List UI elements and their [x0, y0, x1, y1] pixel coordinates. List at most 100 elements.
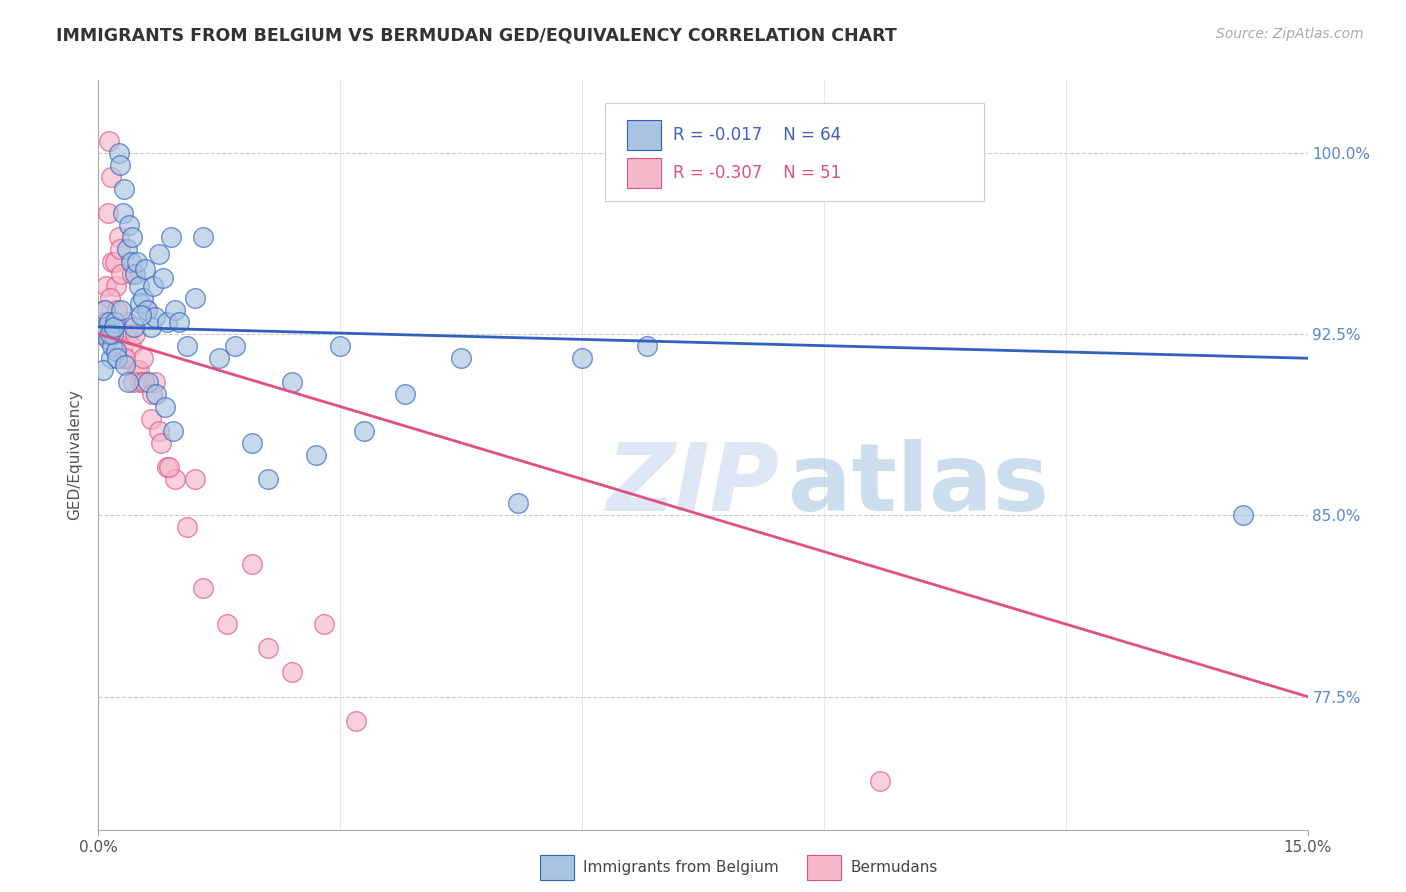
Y-axis label: GED/Equivalency: GED/Equivalency [67, 390, 83, 520]
Point [152, 271, 174, 285]
Point [91, 327, 114, 342]
Point [129, 308, 152, 322]
Point [112, 182, 135, 196]
Point [134, 376, 156, 390]
Point [105, 351, 128, 366]
Text: Immigrants from Belgium: Immigrants from Belgium [583, 861, 779, 875]
Point [97, 134, 120, 148]
Point [114, 351, 136, 366]
Point [143, 310, 166, 325]
Point [281, 376, 304, 390]
Point [98, 291, 121, 305]
Point [122, 319, 145, 334]
Point [148, 424, 170, 438]
Point [101, 315, 124, 329]
Point [394, 387, 416, 401]
Point [281, 665, 304, 680]
Point [145, 387, 167, 401]
Point [256, 641, 278, 656]
Point [240, 435, 263, 450]
Point [97, 206, 120, 220]
Point [97, 315, 120, 329]
Point [176, 339, 198, 353]
Text: ZIP: ZIP [606, 439, 779, 531]
Point [108, 158, 131, 172]
Point [121, 230, 143, 244]
Text: R = -0.017    N = 64: R = -0.017 N = 64 [673, 126, 842, 144]
Text: Bermudans: Bermudans [851, 861, 938, 875]
Point [128, 278, 150, 293]
Point [94, 278, 117, 293]
Point [224, 339, 246, 353]
Point [122, 376, 145, 390]
Point [101, 254, 124, 268]
Point [124, 267, 146, 281]
Point [217, 617, 239, 632]
Point [103, 319, 125, 334]
Point [135, 302, 157, 317]
Point [143, 376, 166, 390]
Point [240, 557, 263, 571]
Point [163, 472, 186, 486]
Point [94, 302, 117, 317]
Point [132, 291, 155, 305]
Point [107, 145, 129, 160]
Point [117, 327, 139, 342]
Point [112, 351, 135, 366]
Point [105, 302, 128, 317]
Point [105, 278, 128, 293]
Point [193, 581, 215, 595]
Point [107, 230, 129, 244]
Point [153, 400, 176, 414]
Point [111, 339, 134, 353]
Point [184, 472, 207, 486]
Point [121, 267, 143, 281]
Text: IMMIGRANTS FROM BELGIUM VS BERMUDAN GED/EQUIVALENCY CORRELATION CHART: IMMIGRANTS FROM BELGIUM VS BERMUDAN GED/… [56, 27, 897, 45]
Point [135, 302, 157, 317]
Point [184, 291, 207, 305]
Point [118, 219, 141, 233]
Point [163, 302, 186, 317]
Point [120, 254, 142, 268]
Point [450, 351, 472, 366]
Point [139, 319, 162, 334]
Point [98, 327, 121, 342]
Point [127, 254, 149, 268]
Point [132, 351, 155, 366]
Point [329, 339, 352, 353]
Point [344, 714, 367, 728]
Point [91, 327, 114, 342]
Point [91, 363, 114, 377]
Point [138, 376, 160, 390]
Point [150, 435, 173, 450]
Point [314, 617, 336, 632]
Point [108, 243, 131, 257]
Point [157, 460, 180, 475]
Point [208, 351, 231, 366]
Point [506, 496, 529, 510]
Point [96, 319, 118, 334]
Point [193, 230, 215, 244]
Point [117, 376, 139, 390]
Point [101, 339, 124, 353]
Point [141, 387, 163, 401]
Text: Source: ZipAtlas.com: Source: ZipAtlas.com [1216, 27, 1364, 41]
Point [114, 359, 136, 373]
Point [571, 351, 593, 366]
Point [110, 267, 132, 281]
Point [101, 327, 124, 342]
Point [96, 327, 118, 342]
Point [115, 243, 138, 257]
Point [156, 460, 179, 475]
Point [103, 315, 125, 329]
Point [305, 448, 328, 462]
Point [97, 332, 120, 346]
Point [176, 520, 198, 534]
Point [134, 261, 156, 276]
Point [94, 315, 117, 329]
Point [105, 343, 128, 358]
Point [162, 424, 184, 438]
Point [103, 254, 125, 268]
Point [167, 315, 190, 329]
Point [156, 315, 179, 329]
